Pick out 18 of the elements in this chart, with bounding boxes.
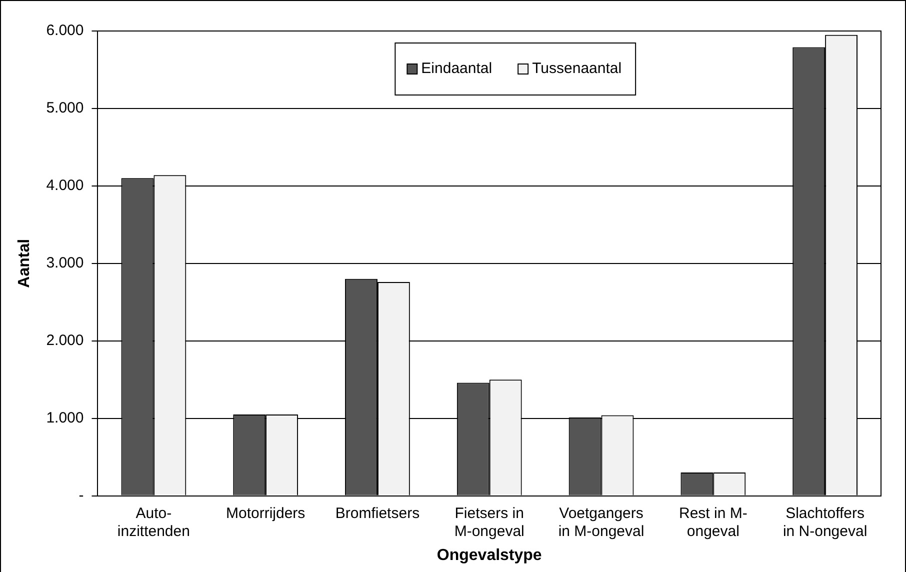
y-axis-title: Aantal — [16, 238, 34, 288]
x-tick-label: Motorrijders — [226, 504, 306, 522]
y-tick-label: 6.000 — [46, 22, 84, 40]
x-axis-title: Ongevalstype — [436, 546, 542, 564]
y-tick-label: - — [78, 486, 84, 504]
x-tick-label: Fietsers in M-ongeval — [454, 504, 524, 540]
x-tick-label: Rest in M- ongeval — [678, 504, 748, 540]
y-tick-label: 1.000 — [46, 409, 84, 426]
y-tick-label: 5.000 — [46, 100, 84, 117]
y-tick-label: 3.000 — [46, 254, 84, 272]
x-tick-label: Slachtoffers in N-ongeval — [782, 504, 868, 540]
legend-label: Tussenaantal — [532, 60, 622, 78]
x-tick-label: Bromfietsers — [335, 504, 420, 522]
legend-label: Eindaantal — [421, 60, 492, 78]
y-tick-label: 4.000 — [46, 177, 84, 194]
x-tick-label: Auto- inzittenden — [117, 504, 190, 540]
y-tick-label: 2.000 — [46, 332, 84, 350]
x-tick-label: Voetgangers in M-ongeval — [558, 504, 644, 540]
